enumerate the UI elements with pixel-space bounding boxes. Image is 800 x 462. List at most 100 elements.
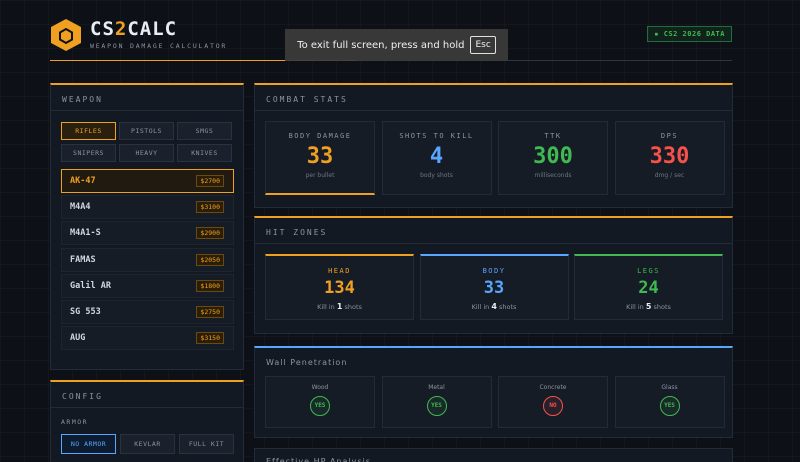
- penetration-result-badge: YES: [310, 396, 330, 416]
- hit-zone-card-legs: LEGS 24 Kill in 5 shots: [574, 254, 723, 320]
- zone-label: LEGS: [637, 267, 660, 275]
- weapon-price-badge: $3100: [196, 201, 224, 214]
- armor-option-button[interactable]: FULL KIT: [179, 434, 234, 454]
- weapon-name: Galil AR: [70, 280, 111, 291]
- weapon-row[interactable]: AUG $3150: [61, 326, 234, 351]
- kill-suffix: shots: [344, 303, 362, 311]
- category-tab-heavy[interactable]: HEAVY: [119, 144, 174, 162]
- stat-unit: per bullet: [305, 172, 335, 179]
- stat-card: DPS 330 dmg / sec: [614, 121, 725, 195]
- weapon-name: SG 553: [70, 306, 101, 317]
- combat-stats-panel: COMBAT STATS BODY DAMAGE 33 per bullet SHOT…: [254, 83, 733, 208]
- weapon-row[interactable]: M4A4 $3100: [61, 195, 234, 220]
- weapon-price-badge: $1800: [196, 279, 224, 292]
- zone-label: BODY: [482, 267, 506, 275]
- armor-option-button[interactable]: NO ARMOR: [61, 434, 116, 454]
- stat-card: BODY DAMAGE 33 per bullet: [265, 121, 375, 195]
- wall-material-card: Metal YES: [381, 376, 492, 428]
- weapon-row[interactable]: FAMAS $2050: [61, 247, 234, 272]
- stat-value: 330: [649, 144, 690, 169]
- weapon-row[interactable]: AK-47 $2700: [61, 169, 234, 193]
- fullscreen-exit-notice: To exit full screen, press and hold Esc: [285, 29, 508, 61]
- wall-material-card: Wood YES: [265, 376, 375, 428]
- weapon-name: M4A1-S: [70, 228, 101, 239]
- wall-penetration-title: Wall Penetration: [266, 358, 348, 367]
- hit-zones-title: HIT ZONES: [255, 218, 732, 244]
- weapon-name: AK-47: [70, 176, 96, 186]
- wall-material-card: Concrete NO: [498, 376, 608, 428]
- weapon-name: FAMAS: [70, 254, 96, 265]
- kill-prefix: Kill in: [626, 303, 644, 311]
- kill-prefix: Kill in: [471, 303, 490, 311]
- weapon-price-badge: $3150: [196, 332, 224, 345]
- hit-zones-panel: HIT ZONES HEAD 134 Kill in 1 shots BODY 33 Ki…: [254, 216, 733, 334]
- weapon-panel-title: WEAPON: [51, 85, 243, 111]
- kill-shot-count: 1: [336, 302, 343, 311]
- weapon-price-badge: $2700: [196, 175, 224, 187]
- stat-unit: milliseconds: [534, 172, 572, 179]
- kill-shot-count: 5: [645, 302, 652, 311]
- material-label: Concrete: [539, 384, 567, 391]
- stat-unit: body shots: [420, 172, 453, 179]
- stat-label: DPS: [660, 132, 679, 140]
- penetration-result-badge: NO: [543, 396, 563, 416]
- category-tab-pistols[interactable]: PISTOLS: [119, 122, 174, 140]
- material-label: Metal: [428, 384, 445, 391]
- kill-suffix: shots: [498, 303, 517, 311]
- stat-label: SHOTS TO KILL: [399, 132, 474, 140]
- penetration-result-badge: YES: [426, 396, 447, 416]
- kill-prefix: Kill in: [317, 303, 335, 311]
- zone-kill-text: Kill in 1 shots: [266, 302, 413, 311]
- app-subtitle: WEAPON DAMAGE CALCULATOR: [90, 42, 228, 50]
- weapon-row[interactable]: Galil AR $1800: [61, 273, 234, 298]
- stat-card: SHOTS TO KILL 4 body shots: [381, 121, 492, 195]
- weapon-name: AUG: [70, 333, 86, 344]
- armor-option-button[interactable]: KEVLAR: [120, 434, 175, 454]
- hexagon-logo-icon: [51, 19, 81, 51]
- stat-label: BODY DAMAGE: [288, 132, 352, 140]
- kill-shot-count: 4: [491, 302, 497, 311]
- fullscreen-notice-text: To exit full screen, press and hold: [297, 39, 465, 51]
- zone-label: HEAD: [328, 267, 351, 275]
- config-panel-title: CONFIG: [51, 382, 243, 408]
- weapon-price-badge: $2050: [196, 253, 224, 266]
- esc-key-hint: Esc: [470, 36, 496, 54]
- hit-zone-card-body: BODY 33 Kill in 4 shots: [419, 254, 569, 320]
- effective-hp-title: Effective HP Analysis: [266, 457, 371, 462]
- weapon-row[interactable]: SG 553 $2750: [61, 299, 234, 324]
- stat-label: TTK: [544, 132, 562, 140]
- stat-value: 4: [429, 144, 444, 169]
- zone-damage: 134: [324, 278, 355, 298]
- config-panel: CONFIG ARMOR NO ARMOR KEVLAR FULL KIT: [50, 380, 244, 462]
- category-tab-rifles[interactable]: RIFLES: [61, 122, 116, 140]
- stat-unit: dmg / sec: [654, 172, 685, 179]
- app-title: CS2CALC: [90, 18, 178, 40]
- armor-options: NO ARMOR KEVLAR FULL KIT: [61, 434, 234, 454]
- penetration-result-badge: YES: [659, 396, 680, 416]
- weapon-row[interactable]: M4A1-S $2900: [61, 221, 234, 246]
- weapon-list: AK-47 $2700 M4A4 $3100 M4A1-S $2900 FAMAS $2050…: [61, 169, 234, 352]
- zone-damage: 24: [638, 278, 659, 298]
- category-tab-snipers[interactable]: SNIPERS: [61, 144, 116, 162]
- combat-stats-title: COMBAT STATS: [255, 85, 732, 111]
- data-version-badge: ▪ CS2 2026 DATA: [647, 26, 732, 42]
- weapon-category-grid: RIFLES PISTOLS SMGS SNIPERS HEAVY KNIVES: [61, 122, 233, 162]
- effective-hp-panel: Effective HP Analysis: [254, 448, 733, 462]
- stat-value: 300: [533, 144, 573, 169]
- armor-label: ARMOR: [61, 418, 89, 426]
- weapon-price-badge: $2900: [196, 227, 224, 240]
- hit-zone-card-head: HEAD 134 Kill in 1 shots: [265, 254, 414, 320]
- weapon-name: M4A4: [70, 202, 91, 213]
- category-tab-knives[interactable]: KNIVES: [177, 144, 232, 162]
- stat-value: 33: [306, 144, 334, 169]
- weapon-price-badge: $2750: [196, 305, 224, 318]
- kill-suffix: shots: [653, 303, 671, 311]
- material-label: Wood: [311, 384, 329, 391]
- wall-penetration-panel: Wall Penetration Wood YES Metal YES Concrete…: [254, 346, 733, 438]
- zone-kill-text: Kill in 5 shots: [575, 302, 722, 311]
- weapon-panel: WEAPON RIFLES PISTOLS SMGS SNIPERS HEAVY KNIV…: [50, 83, 244, 370]
- zone-kill-text: Kill in 4 shots: [421, 302, 568, 311]
- category-tab-smgs[interactable]: SMGS: [177, 122, 232, 140]
- stat-card: TTK 300 milliseconds: [498, 121, 608, 195]
- material-label: Glass: [661, 384, 678, 391]
